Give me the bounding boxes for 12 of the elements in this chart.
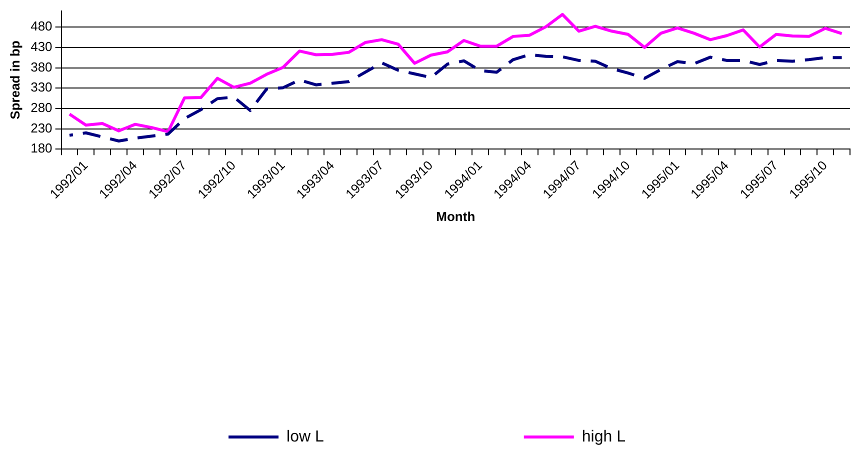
legend-label: high L — [582, 428, 626, 446]
legend-label: low L — [286, 428, 324, 446]
y-tick-label: 330 — [30, 80, 52, 95]
y-tick-label: 180 — [30, 140, 52, 156]
line-series — [68, 53, 844, 143]
y-tick-label: 430 — [30, 39, 52, 54]
y-tick-label: 280 — [30, 100, 52, 116]
y-tick-label: 380 — [30, 59, 52, 74]
y-tick-label: 230 — [30, 120, 52, 136]
y-tick-label: 480 — [30, 18, 52, 34]
x-axis-title: Month — [436, 208, 476, 224]
y-axis-title: Spread in bp — [7, 40, 22, 120]
